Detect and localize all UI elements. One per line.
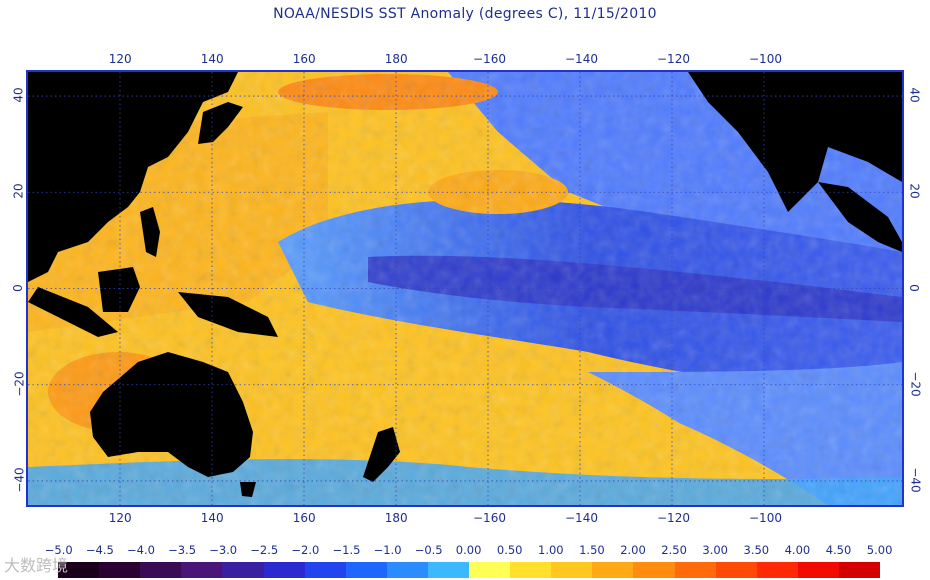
colorbar-swatch (263, 562, 306, 578)
longitude-tick-label: 120 (108, 52, 132, 66)
longitude-tick-label: −160 (473, 52, 506, 66)
latitude-tick-label: −40 (908, 467, 923, 493)
latitude-tick-label: −20 (908, 371, 923, 397)
colorbar-tick-label: 3.50 (743, 543, 770, 557)
colorbar-tick-label: −2.0 (291, 543, 320, 557)
latitude-tick-label: 0 (907, 283, 922, 292)
longitude-tick-label: −140 (565, 52, 598, 66)
latitude-tick-label: 40 (11, 87, 26, 103)
longitude-tick-label: −120 (657, 52, 690, 66)
new-zealand (363, 427, 400, 482)
colorbar-tick-label: −1.5 (332, 543, 361, 557)
new-guinea (178, 292, 278, 337)
colorbar-tick-label: 2.50 (661, 543, 687, 557)
colorbar-tick-label: −2.5 (250, 543, 279, 557)
colorbar-swatch (674, 562, 717, 578)
colorbar-swatch (386, 562, 429, 578)
japan (198, 102, 243, 144)
watermark-logo: 大数跨境 (4, 556, 69, 575)
colorbar-swatch (838, 562, 881, 578)
longitude-tick-label: 140 (200, 52, 224, 66)
colorbar-tick-label: 2.00 (620, 543, 646, 557)
colorbar-tick-label: 1.50 (579, 543, 605, 557)
colorbar-swatch (469, 562, 511, 578)
sumatra-java (28, 287, 118, 337)
colorbar-tick-label: −4.5 (85, 543, 114, 557)
colorbar-swatch (222, 562, 264, 578)
colorbar-tick-label: 4.50 (825, 543, 852, 557)
latitude-tick-label: 0 (11, 283, 26, 292)
colorbar-swatch (756, 562, 799, 578)
latitude-tick-label: −40 (12, 467, 27, 493)
borneo (98, 267, 140, 312)
tasmania (240, 482, 256, 497)
colorbar-tick-label: −3.5 (168, 543, 197, 557)
colorbar-tick-label: −5.0 (44, 543, 73, 557)
colorbar-swatch (140, 562, 182, 578)
colorbar-swatch (427, 562, 470, 578)
colorbar (58, 562, 881, 578)
longitude-tick-label: 120 (108, 511, 132, 525)
longitude-tick-label: −160 (473, 511, 506, 525)
longitude-tick-label: −100 (749, 511, 782, 525)
philippines (140, 207, 160, 257)
colorbar-swatch (510, 562, 552, 578)
longitude-tick-label: 180 (384, 511, 408, 525)
sst-anomaly-map (26, 70, 904, 507)
colorbar-tick-label: 5.00 (866, 543, 893, 557)
colorbar-swatch (304, 562, 347, 578)
colorbar-tick-label: 0.50 (496, 543, 523, 557)
latitude-tick-label: 40 (907, 87, 922, 103)
colorbar-tick-label: −3.0 (209, 543, 238, 557)
longitude-tick-label: −100 (749, 52, 782, 66)
graticule (28, 72, 902, 505)
latitude-tick-label: 20 (907, 183, 922, 199)
map-canvas (28, 72, 902, 505)
longitude-tick-label: −120 (657, 511, 690, 525)
colorbar-tick-label: −4.0 (127, 543, 155, 557)
longitude-tick-label: 180 (384, 52, 408, 66)
colorbar-tick-label: 3.00 (702, 543, 728, 557)
colorbar-tick-label: 0.00 (455, 543, 482, 557)
map-title: NOAA/NESDIS SST Anomaly (degrees C), 11/… (273, 6, 657, 22)
north-america (688, 72, 902, 212)
longitude-tick-label: 160 (292, 511, 316, 525)
colorbar-swatch (99, 562, 141, 578)
colorbar-tick-label: −1.0 (373, 543, 402, 557)
longitude-tick-label: 140 (200, 511, 224, 525)
colorbar-swatch (181, 562, 223, 578)
latitude-tick-label: 20 (11, 183, 26, 199)
mexico (818, 182, 902, 252)
colorbar-swatch (58, 562, 100, 578)
asia-landmass (28, 72, 238, 282)
colorbar-swatch (715, 562, 758, 578)
latitude-tick-label: −20 (12, 371, 27, 397)
colorbar-swatch (551, 562, 593, 578)
colorbar-tick-label: 1.00 (538, 543, 564, 557)
colorbar-tick-label: 4.00 (784, 543, 811, 557)
colorbar-swatch (345, 562, 388, 578)
colorbar-swatch (633, 562, 675, 578)
colorbar-swatch (592, 562, 634, 578)
colorbar-swatch (797, 562, 840, 578)
colorbar-tick-label: −0.5 (414, 543, 443, 557)
longitude-tick-label: 160 (292, 52, 316, 66)
longitude-tick-label: −140 (565, 511, 598, 525)
